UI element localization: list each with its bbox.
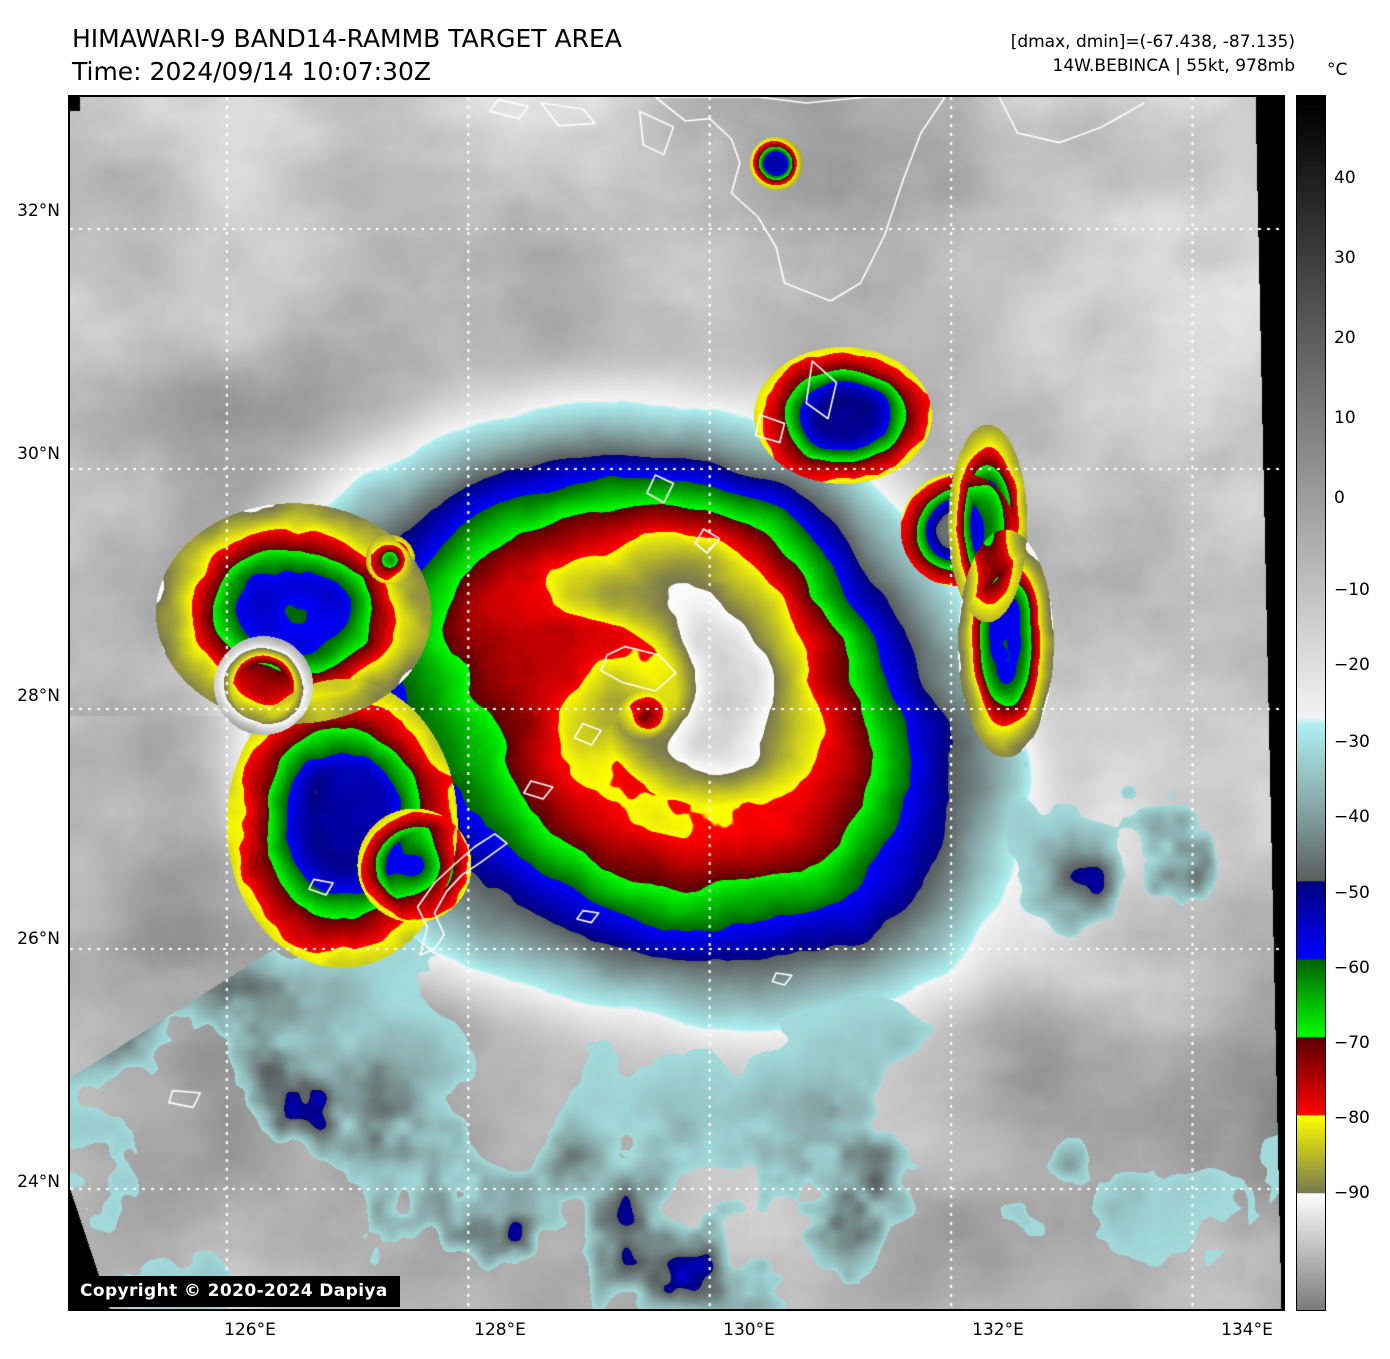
lat-tick-label: 30°N: [17, 444, 60, 464]
metadata-block: [dmax, dmin]=(-67.438, -87.135) 14W.BEBI…: [1011, 30, 1295, 78]
page-title: HIMAWARI-9 BAND14-RAMMB TARGET AREA Time…: [72, 22, 622, 88]
title-line-1: HIMAWARI-9 BAND14-RAMMB TARGET AREA: [72, 24, 622, 53]
copyright-notice: Copyright © 2020-2024 Dapiya: [70, 1276, 400, 1307]
colorbar-gradient: [1297, 96, 1325, 1310]
colorbar-tick-label: −70: [1334, 1033, 1370, 1053]
colorbar-tick-label: −50: [1334, 883, 1370, 903]
colorbar-tick-label: 20: [1334, 328, 1356, 348]
colorbar-tick-label: −40: [1334, 807, 1370, 827]
colorbar-tick-label: −60: [1334, 958, 1370, 978]
lat-tick-label: 32°N: [17, 201, 60, 221]
colorbar-tick-label: −20: [1334, 655, 1370, 675]
colorbar-tick-label: −30: [1334, 732, 1370, 752]
dmax-dmin-readout: [dmax, dmin]=(-67.438, -87.135): [1010, 32, 1295, 52]
colorbar-unit-label: °C: [1327, 60, 1348, 80]
storm-info-readout: 14W.BEBINCA | 55kt, 978mb: [1052, 56, 1295, 76]
title-line-2: Time: 2024/09/14 10:07:30Z: [72, 57, 431, 86]
colorbar-tick-label: −10: [1334, 580, 1370, 600]
colorbar-tick-label: 30: [1334, 248, 1356, 268]
satellite-imagery-canvas: [70, 97, 1283, 1309]
colorbar: [1296, 95, 1326, 1311]
colorbar-tick-label: 0: [1334, 488, 1345, 508]
colorbar-tick-label: 10: [1334, 408, 1356, 428]
colorbar-tick-label: −80: [1334, 1108, 1370, 1128]
satellite-image-plot: [68, 95, 1285, 1311]
colorbar-tick-label: 40: [1334, 168, 1356, 188]
lon-tick-label: 132°E: [972, 1320, 1024, 1340]
colorbar-tick-label: −90: [1334, 1183, 1370, 1203]
lon-tick-label: 128°E: [474, 1320, 526, 1340]
lon-tick-label: 130°E: [723, 1320, 775, 1340]
lon-tick-label: 134°E: [1221, 1320, 1273, 1340]
lat-tick-label: 24°N: [17, 1172, 60, 1192]
lat-tick-label: 26°N: [17, 929, 60, 949]
lon-tick-label: 126°E: [224, 1320, 276, 1340]
lat-tick-label: 28°N: [17, 686, 60, 706]
